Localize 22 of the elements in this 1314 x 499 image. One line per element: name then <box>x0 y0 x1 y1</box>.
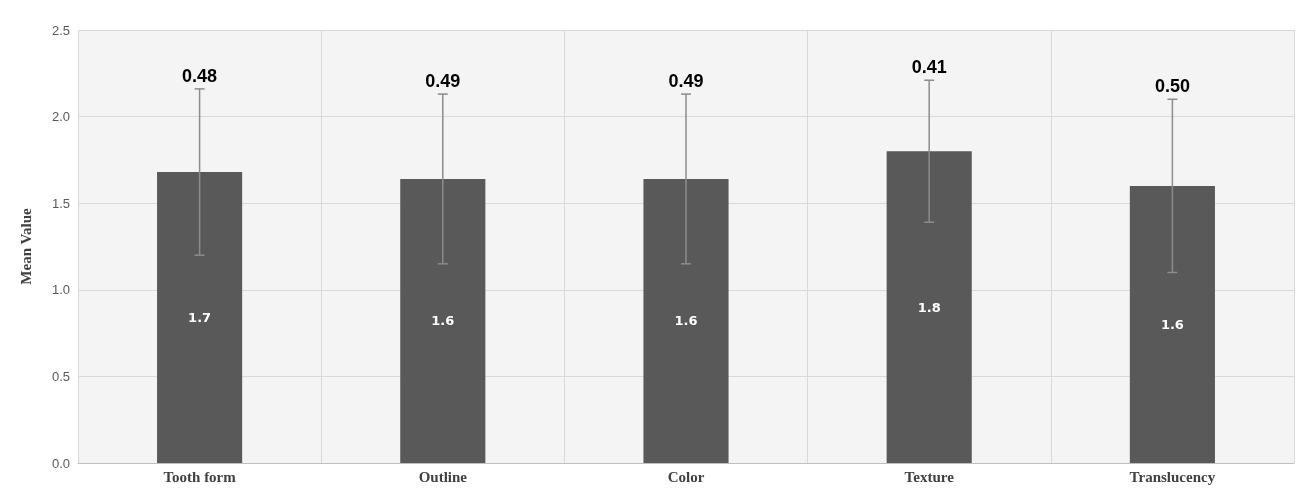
x-tick-label: Color <box>667 468 705 485</box>
annotation: 0.41 <box>911 57 947 78</box>
y-tick-label: 1.0 <box>51 282 70 298</box>
data-label: 1.6 <box>1160 316 1184 332</box>
annotation: 0.50 <box>1154 76 1190 97</box>
x-tick-label: Translucency <box>1129 468 1216 485</box>
annotation: 0.49 <box>668 71 704 92</box>
y-tick-label: 2.0 <box>51 109 70 125</box>
x-tick-label: Outline <box>418 468 468 485</box>
y-axis-title: Mean Value <box>17 208 34 285</box>
data-label: 1.6 <box>674 313 698 329</box>
y-tick-label: 0.0 <box>51 455 70 471</box>
y-tick-label: 1.5 <box>51 195 70 211</box>
x-tick-label: Texture <box>904 468 955 485</box>
annotation: 0.48 <box>182 65 218 86</box>
data-label: 1.7 <box>188 310 212 326</box>
x-tick-label: Tooth form <box>163 468 237 485</box>
data-label: 1.8 <box>917 299 941 315</box>
data-label: 1.6 <box>431 313 455 329</box>
y-tick-label: 0.5 <box>51 368 70 384</box>
y-tick-label: 2.5 <box>51 22 70 38</box>
annotation: 0.49 <box>425 71 461 92</box>
